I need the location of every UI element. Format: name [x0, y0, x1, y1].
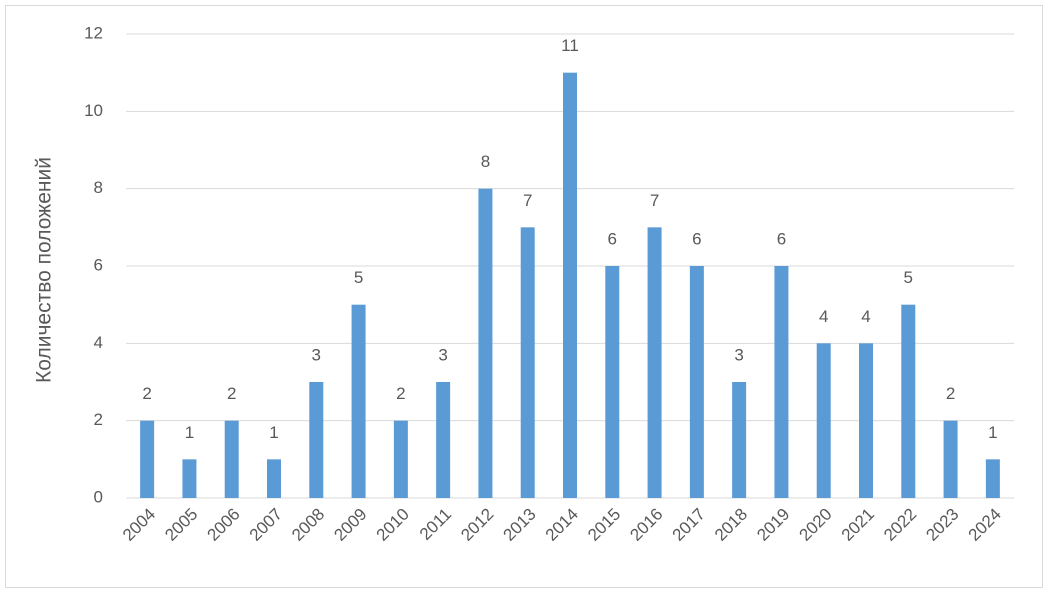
bar: [689, 266, 704, 498]
data-label: 6: [692, 229, 701, 248]
bar: [563, 72, 577, 499]
bar: [309, 382, 324, 498]
data-label: 8: [481, 152, 490, 171]
bar: [816, 343, 831, 498]
data-label: 2: [142, 384, 151, 403]
y-tick-label: 8: [94, 178, 103, 197]
data-label: 7: [650, 191, 659, 210]
bar: [901, 304, 916, 498]
data-label: 3: [734, 345, 743, 364]
bar: [351, 304, 366, 498]
data-label: 6: [777, 229, 786, 248]
y-tick-label: 0: [94, 487, 103, 506]
y-tick-label: 12: [84, 23, 103, 42]
bar: [140, 420, 155, 498]
data-label: 4: [819, 307, 828, 326]
bar: [647, 227, 662, 499]
y-tick-label: 2: [94, 410, 103, 429]
y-tick-label: 6: [94, 255, 103, 274]
y-tick-label: 10: [84, 101, 103, 120]
bar: [774, 266, 789, 498]
data-label: 11: [561, 36, 579, 55]
data-label: 1: [185, 423, 194, 442]
bar: [605, 266, 620, 498]
bar: [224, 420, 239, 498]
data-label: 2: [396, 384, 405, 403]
data-label: 2: [227, 384, 236, 403]
data-label: 1: [988, 423, 997, 442]
data-label: 3: [312, 345, 321, 364]
bar: [267, 459, 281, 498]
data-label: 2: [946, 384, 955, 403]
y-tick-label: 4: [94, 333, 103, 352]
bar: [859, 343, 873, 498]
data-label: 5: [354, 268, 363, 287]
bar: [436, 382, 451, 498]
bar: [520, 227, 535, 499]
y-axis-label: Количество положений: [33, 157, 56, 383]
bar: [985, 459, 1000, 498]
bar: [478, 188, 493, 498]
data-label: 6: [608, 229, 617, 248]
data-label: 3: [438, 345, 447, 364]
data-label: 1: [269, 423, 278, 442]
data-label: 4: [861, 307, 870, 326]
bar: [943, 420, 958, 498]
data-label: 7: [523, 191, 532, 210]
bar: [393, 420, 408, 498]
data-label: 5: [904, 268, 913, 287]
bar: [732, 382, 747, 498]
bar: [182, 459, 197, 498]
